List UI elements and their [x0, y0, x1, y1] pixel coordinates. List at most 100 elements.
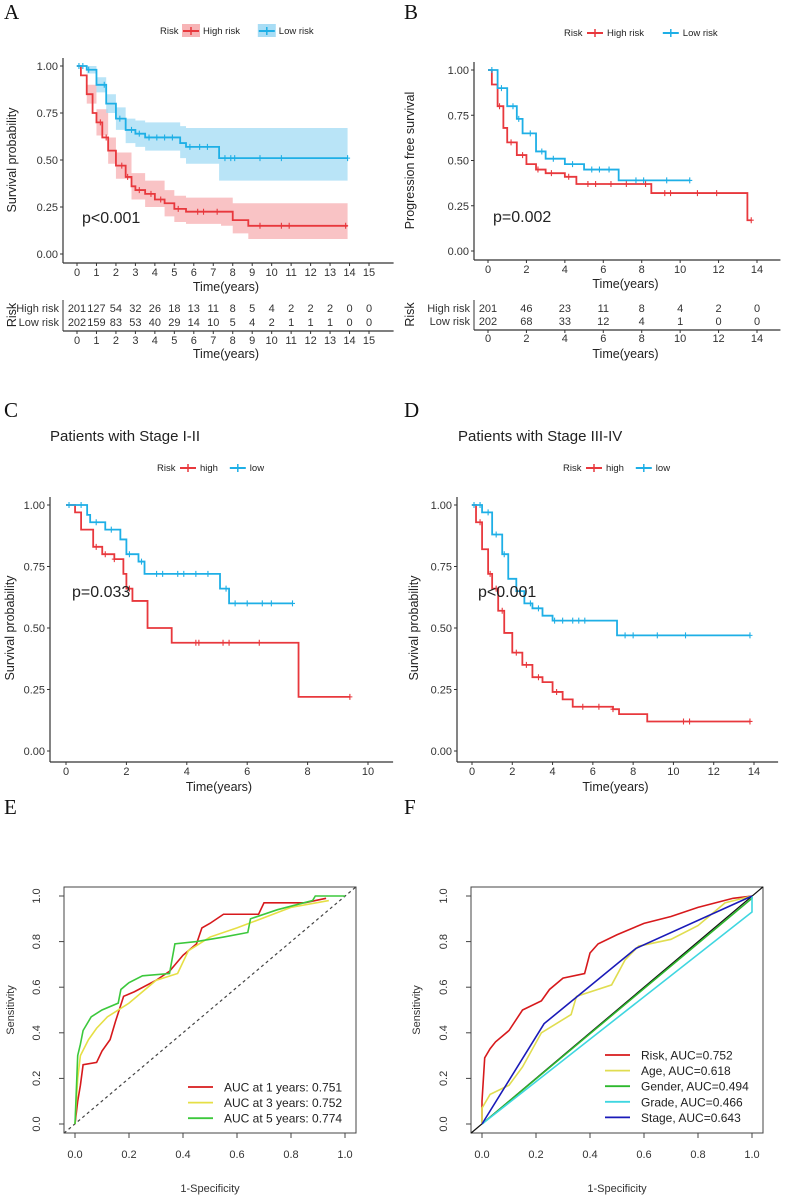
censor-mark [516, 115, 522, 122]
risk-count: 23 [559, 303, 571, 315]
censor-mark [623, 181, 629, 188]
x-tick-label: 14 [751, 264, 763, 276]
y-tick-label: 0.0 [438, 1116, 450, 1131]
x-tick-label: 8 [630, 766, 636, 778]
x-tick-label: 0.2 [528, 1149, 543, 1161]
censor-mark [498, 85, 504, 92]
x-tick-label: 6 [600, 333, 606, 345]
x-tick-label: 4 [184, 766, 190, 778]
x-tick-label: 1.0 [744, 1149, 759, 1161]
x-tick-label: 1 [93, 267, 99, 279]
censor-mark [508, 139, 514, 146]
censor-mark [136, 130, 142, 137]
x-tick-label: 10 [674, 264, 686, 276]
risk-row-label: Low risk [19, 317, 60, 329]
risk-count: 159 [87, 317, 105, 329]
censor-mark [195, 208, 201, 215]
censor-mark [523, 661, 529, 668]
survival-curve-0 [77, 65, 348, 227]
legend-title: Risk [563, 463, 582, 474]
x-tick-label: 4 [550, 766, 556, 778]
censor-mark [345, 155, 351, 162]
legend-label: Age, AUC=0.618 [641, 1064, 731, 1078]
risk-count: 2 [269, 317, 275, 329]
censor-mark [566, 173, 572, 180]
x-tick-label: 0 [74, 335, 80, 347]
risk-count: 2 [288, 303, 294, 315]
x-tick-label: 6 [600, 264, 606, 276]
censor-mark [633, 177, 639, 184]
censor-mark [290, 600, 295, 607]
panel-label: A [4, 0, 20, 24]
censor-mark [126, 551, 132, 558]
x-tick-label: 8 [639, 333, 645, 345]
risk-count: 201 [68, 303, 86, 315]
x-tick-label: 15 [363, 335, 375, 347]
censor-mark [162, 134, 168, 141]
censor-mark [126, 585, 132, 592]
risk-count: 1 [288, 317, 294, 329]
risk-table-title: Risk [5, 302, 19, 327]
y-tick-label: 0.00 [37, 249, 58, 261]
x-tick-label: 8 [639, 264, 645, 276]
x-tick-label: 9 [249, 267, 255, 279]
y-tick-label: 0.50 [448, 156, 469, 168]
censor-mark [548, 170, 554, 177]
panel-label: B [404, 0, 418, 24]
risk-count: 11 [598, 303, 609, 315]
x-tick-label: 10 [266, 267, 278, 279]
roc-curve-2 [74, 895, 345, 1125]
roc-curve-3 [481, 896, 753, 1125]
y-tick-label: 0.6 [31, 980, 43, 995]
censor-mark [146, 134, 152, 141]
censor-mark [654, 632, 660, 639]
censor-mark [535, 166, 541, 173]
x-tick-label: 2 [113, 267, 119, 279]
risk-count: 68 [520, 316, 532, 328]
risk-count: 127 [87, 303, 105, 315]
y-tick-label: 0.25 [24, 685, 45, 697]
censor-mark [747, 632, 753, 639]
x-axis-label: Time(years) [186, 780, 252, 794]
x-tick-label: 9 [249, 335, 255, 347]
risk-count: 0 [346, 303, 352, 315]
y-tick-label: 1.00 [37, 61, 58, 73]
x-tick-label: 2 [509, 766, 515, 778]
x-tick-label: 10 [667, 766, 679, 778]
survival-curve-1 [472, 504, 750, 637]
risk-count: 0 [754, 303, 760, 315]
censor-mark [93, 519, 99, 526]
x-tick-label: 2 [123, 766, 129, 778]
risk-count: 1 [327, 317, 333, 329]
censor-mark [80, 63, 86, 69]
y-tick-label: 0.50 [24, 623, 45, 635]
ci-band-0 [77, 66, 348, 239]
risk-count: 14 [188, 317, 200, 329]
censor-mark [683, 632, 689, 639]
censor-mark [517, 588, 523, 595]
censor-mark [681, 718, 686, 725]
y-tick-label: 0.4 [438, 1025, 450, 1040]
risk-count: 53 [129, 317, 141, 329]
y-tick-label: 0.00 [431, 746, 452, 758]
legend: Risk High risk Low risk [564, 28, 718, 39]
censor-mark [268, 600, 274, 607]
x-tick-label: 14 [343, 267, 355, 279]
panel-label: F [404, 795, 416, 819]
risk-count: 5 [230, 317, 236, 329]
censor-mark [139, 558, 144, 565]
ci-band-1 [77, 66, 348, 181]
censor-mark [175, 570, 181, 577]
legend-title: Risk [160, 26, 179, 37]
censor-mark [552, 617, 558, 624]
y-tick-label: 1.00 [24, 500, 45, 512]
censor-mark [554, 688, 560, 695]
legend-label: Low risk [683, 28, 718, 39]
censor-mark [257, 155, 263, 162]
x-tick-label: 4 [152, 267, 158, 279]
risk-count: 54 [110, 303, 122, 315]
legend-label: low [250, 463, 264, 474]
risk-count: 1 [308, 317, 314, 329]
